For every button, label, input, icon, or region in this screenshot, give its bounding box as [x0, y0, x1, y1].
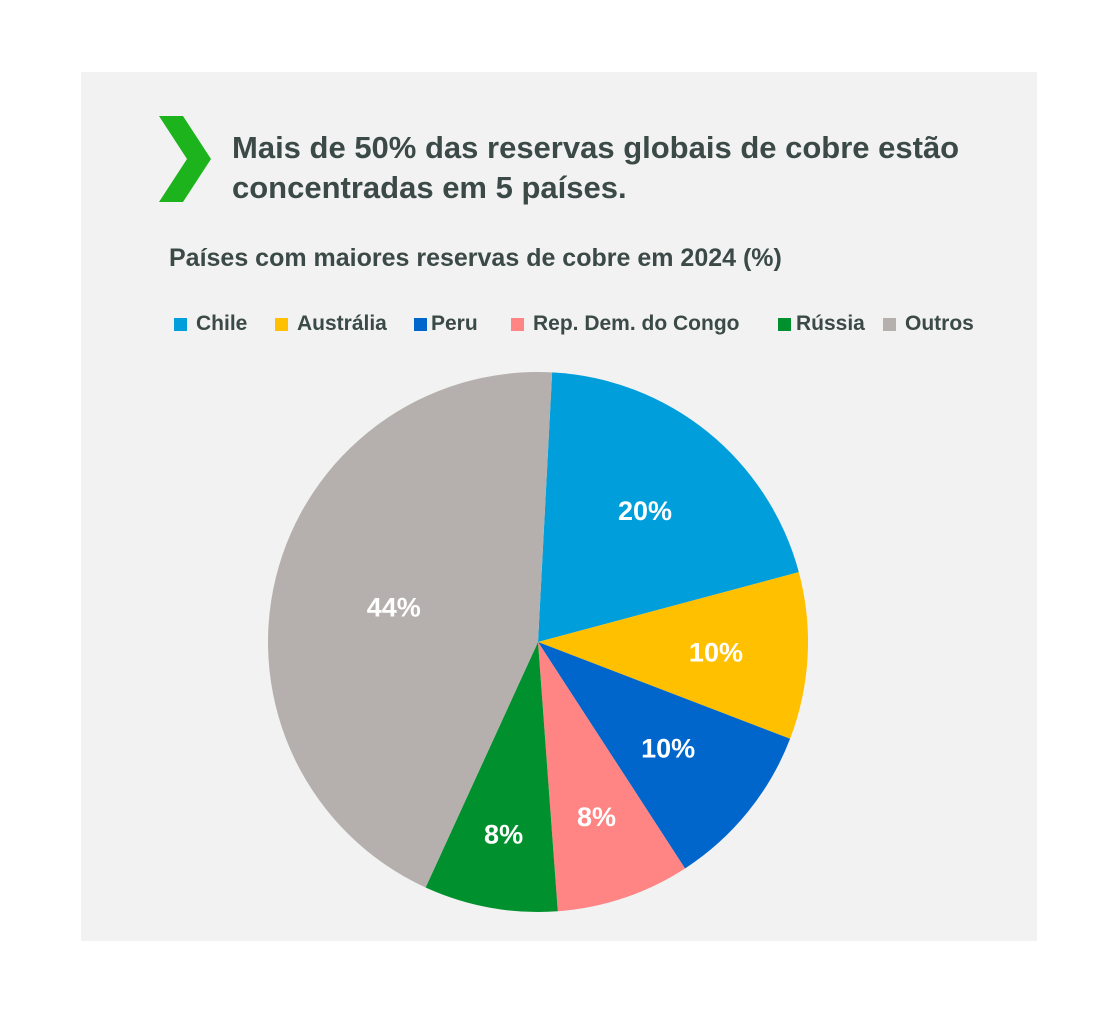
pie-slice-label: 8% — [577, 802, 616, 832]
pie-slice-label: 10% — [689, 637, 743, 667]
legend-swatch — [414, 317, 427, 331]
chevron-right-icon — [159, 116, 211, 202]
pie-slice-1 — [538, 572, 809, 739]
legend-item-peru: Peru — [414, 312, 478, 336]
legend-swatch — [275, 317, 288, 331]
legend-item-russia: Rússia — [778, 312, 865, 336]
legend-label: Austrália — [297, 312, 387, 335]
legend-label: Rússia — [796, 312, 865, 335]
pie-slice-2 — [538, 642, 791, 869]
legend-item-chile: Chile — [174, 312, 247, 336]
legend-label: Outros — [905, 312, 974, 335]
legend-item-outros: Outros — [883, 312, 974, 336]
chart-legend: Chile Austrália Peru Rep. Dem. do Congo … — [81, 312, 1037, 342]
legend-swatch — [511, 317, 524, 331]
pie-slice-0 — [538, 372, 799, 642]
chart-title: Países com maiores reservas de cobre em … — [169, 244, 782, 272]
legend-label: Peru — [431, 312, 478, 335]
infographic-panel: Mais de 50% das reservas globais de cobr… — [81, 72, 1037, 941]
pie-slice-label: 10% — [641, 733, 695, 763]
legend-item-congo: Rep. Dem. do Congo — [511, 312, 740, 336]
legend-swatch — [174, 317, 187, 331]
pie-slice-4 — [425, 642, 558, 912]
pie-slice-5 — [268, 372, 553, 888]
pie-slice-label: 44% — [367, 593, 421, 623]
legend-swatch — [883, 317, 896, 331]
pie-chart: 20% 10% 10% 8% 8% 44% — [268, 372, 809, 912]
pie-slice-label: 8% — [484, 819, 523, 849]
pie-slice-3 — [538, 642, 686, 912]
legend-swatch — [778, 317, 791, 331]
pie-slice-label: 20% — [618, 496, 672, 526]
legend-label: Chile — [196, 312, 248, 335]
legend-label: Rep. Dem. do Congo — [533, 312, 740, 335]
headline: Mais de 50% das reservas globais de cobr… — [232, 130, 960, 205]
legend-item-australia: Austrália — [275, 312, 387, 336]
